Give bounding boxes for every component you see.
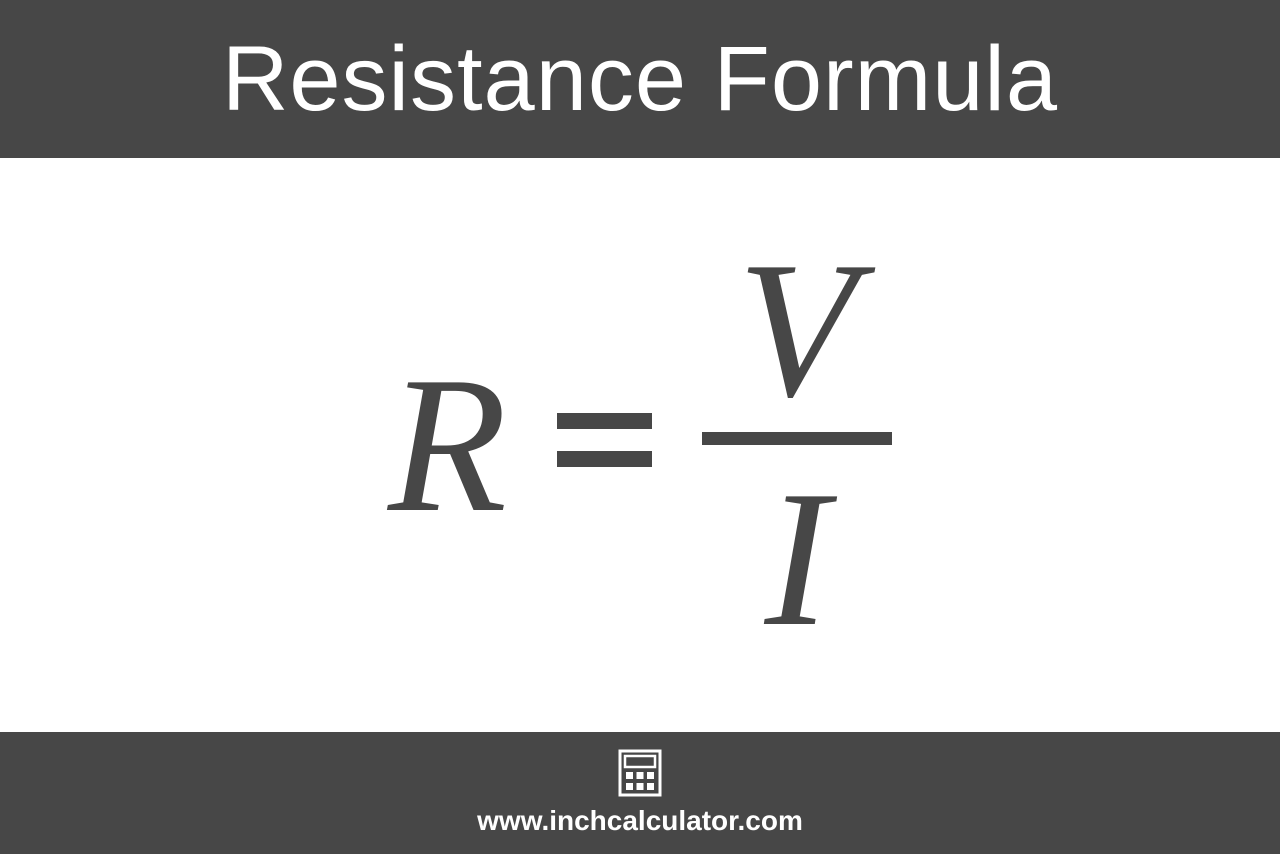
formula-current-symbol: I (765, 445, 830, 652)
footer-url: www.inchcalculator.com (477, 805, 803, 837)
formula-voltage-symbol: V (738, 238, 857, 431)
header-bar: Resistance Formula (0, 0, 1280, 158)
page-title: Resistance Formula (222, 27, 1058, 132)
equals-sign (557, 413, 652, 477)
fraction: V I (702, 238, 892, 652)
footer-bar: www.inchcalculator.com (0, 732, 1280, 854)
formula-container: R V I (388, 238, 892, 652)
formula-resistance-symbol: R (388, 348, 507, 543)
equals-bar-bottom (557, 451, 652, 467)
content-area: R V I (0, 158, 1280, 732)
calculator-icon (616, 749, 664, 797)
equals-bar-top (557, 413, 652, 429)
fraction-bar (702, 432, 892, 445)
